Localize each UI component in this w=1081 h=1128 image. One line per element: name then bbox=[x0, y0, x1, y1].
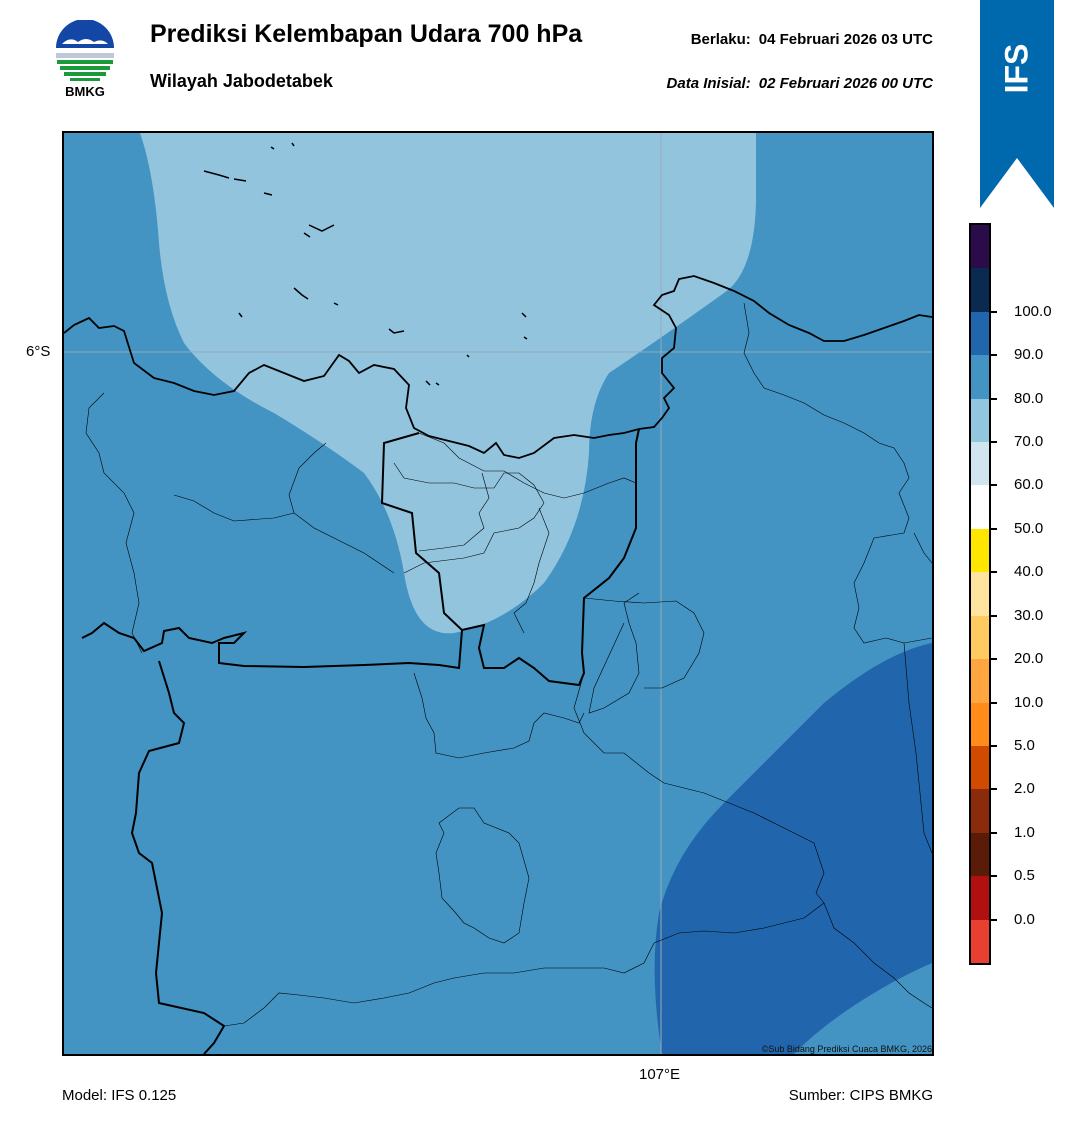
district-boundaries bbox=[85, 302, 932, 1027]
colorbar-tick-label: 80.0 bbox=[1014, 389, 1044, 407]
colorbar-segment bbox=[971, 268, 989, 313]
colorbar-tick-label: 70.0 bbox=[1014, 433, 1044, 451]
colorbar-segment bbox=[971, 225, 989, 269]
colorbar-tick bbox=[991, 397, 997, 400]
colorbar-segment bbox=[971, 398, 989, 443]
colorbar-tick-label: 90.0 bbox=[1014, 346, 1044, 364]
colorbar-tick bbox=[991, 571, 997, 574]
colorbar-tick-label: 10.0 bbox=[1014, 693, 1044, 711]
colorbar-tick bbox=[991, 875, 997, 878]
colorbar-tick bbox=[991, 831, 997, 834]
colorbar-segment bbox=[971, 311, 989, 356]
ifs-ribbon bbox=[980, 0, 1054, 208]
colorbar-tick bbox=[991, 441, 997, 444]
province-boundary-east bbox=[461, 428, 640, 687]
colorbar-segment bbox=[971, 745, 989, 790]
valid-time-value: 04 Februari 2026 03 UTC bbox=[758, 31, 933, 48]
colorbar-tick-label: 1.0 bbox=[1014, 823, 1035, 841]
humidity-map bbox=[64, 133, 932, 1054]
initial-time-value: 02 Februari 2026 00 UTC bbox=[758, 75, 933, 92]
coastline bbox=[64, 275, 932, 459]
colorbar-tick-label: 2.0 bbox=[1014, 780, 1035, 798]
humidity-zone-70-80-se bbox=[794, 963, 932, 1054]
colorbar-segment bbox=[971, 702, 989, 747]
page-title: Prediksi Kelembapan Udara 700 hPa bbox=[150, 20, 583, 48]
colorbar-tick-label: 20.0 bbox=[1014, 650, 1044, 668]
colorbar-segment bbox=[971, 832, 989, 877]
colorbar-tick-label: 50.0 bbox=[1014, 519, 1044, 537]
colorbar bbox=[969, 223, 991, 965]
colorbar-segment bbox=[971, 528, 989, 573]
colorbar-segment bbox=[971, 659, 989, 704]
map-credit: ©Sub Bidang Prediksi Cuaca BMKG, 2026 bbox=[761, 1044, 932, 1054]
colorbar-tick-label: 60.0 bbox=[1014, 476, 1044, 494]
colorbar-tick bbox=[991, 614, 997, 617]
region-subtitle: Wilayah Jabodetabek bbox=[150, 71, 333, 91]
logo-text: BMKG bbox=[65, 84, 105, 99]
colorbar-tick-label: 40.0 bbox=[1014, 563, 1044, 581]
colorbar-segment bbox=[971, 789, 989, 834]
valid-time-label: Berlaku: bbox=[690, 31, 751, 48]
colorbar-tick-label: 5.0 bbox=[1014, 736, 1035, 754]
initial-time: Data Inisial: 02 Februari 2026 00 UTC bbox=[667, 75, 933, 92]
colorbar-segment bbox=[971, 355, 989, 400]
colorbar-segment bbox=[971, 876, 989, 921]
colorbar-tick bbox=[991, 744, 997, 747]
colorbar-segment bbox=[971, 485, 989, 530]
thousand-islands bbox=[203, 142, 528, 386]
bmkg-logo-icon bbox=[56, 20, 114, 81]
colorbar-segment bbox=[971, 919, 989, 964]
colorbar-segment bbox=[971, 572, 989, 617]
province-boundary bbox=[81, 432, 464, 670]
humidity-zone-60-70 bbox=[140, 133, 756, 634]
ifs-ribbon-text: IFS bbox=[998, 43, 1035, 93]
colorbar-tick-label: 30.0 bbox=[1014, 606, 1044, 624]
valid-time: Berlaku: 04 Februari 2026 03 UTC bbox=[691, 31, 933, 48]
colorbar-tick bbox=[991, 354, 997, 357]
colorbar-tick bbox=[991, 658, 997, 661]
colorbar-tick bbox=[991, 788, 997, 791]
map-panel bbox=[62, 131, 934, 1056]
model-info: Model: IFS 0.125 bbox=[62, 1087, 177, 1104]
longitude-label: 107°E bbox=[639, 1066, 681, 1083]
colorbar-tick bbox=[991, 484, 997, 487]
colorbar-tick bbox=[991, 918, 997, 921]
colorbar-segment bbox=[971, 615, 989, 660]
colorbar-tick-label: 0.5 bbox=[1014, 867, 1035, 885]
latitude-label: 6°S bbox=[26, 343, 51, 360]
colorbar-tick bbox=[991, 527, 997, 530]
initial-time-label: Data Inisial: bbox=[666, 75, 751, 92]
colorbar-segment bbox=[971, 442, 989, 486]
colorbar-tick-label: 0.0 bbox=[1014, 910, 1035, 928]
colorbar-tick bbox=[991, 310, 997, 313]
source-info: Sumber: CIPS BMKG bbox=[788, 1087, 933, 1104]
province-boundary-west bbox=[130, 660, 226, 1054]
colorbar-tick-label: 100.0 bbox=[1014, 302, 1052, 320]
colorbar-tick bbox=[991, 701, 997, 704]
